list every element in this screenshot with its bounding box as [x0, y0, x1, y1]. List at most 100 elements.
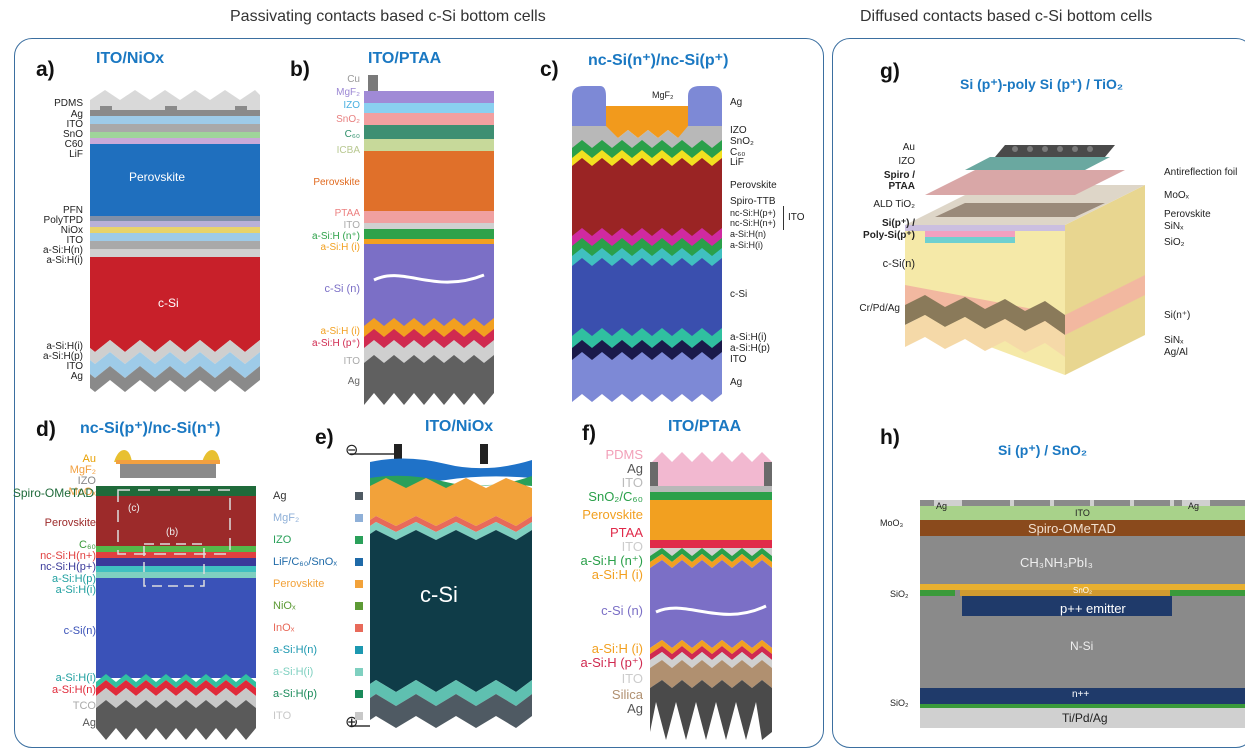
layer-label: C₆₀	[79, 539, 96, 551]
layer-label: PFN	[63, 205, 83, 216]
minus-terminal-icon: ⊖	[345, 442, 359, 459]
layer-label: Antireflection foil	[1164, 167, 1238, 178]
panel-c-letter: c)	[540, 58, 559, 81]
layer-label: a-Si:H(p)	[42, 351, 83, 362]
layer-label: Cr/Pd/Ag	[859, 303, 900, 314]
panel-a-title: ITO/NiOx	[96, 50, 165, 67]
panel-d-stack	[96, 450, 256, 740]
layer-label: SiO₂	[890, 589, 909, 599]
legend-label: MgF₂	[273, 512, 300, 524]
panel-d-title: nc-Si(p⁺)/nc-Si(n⁺)	[80, 420, 221, 437]
layer-label: IZO	[730, 125, 747, 136]
layer-label: nc-Si:H(p+)	[730, 208, 776, 218]
legend-entry: MgF₂	[273, 512, 363, 524]
panel-b-letter: b)	[290, 58, 310, 81]
layer-label: Spiro-TTB	[730, 196, 776, 207]
layer-label: NiOx	[60, 225, 83, 236]
panel-d-inset-b: (b)	[166, 527, 179, 538]
legend-swatch	[355, 492, 363, 500]
layer-label: SnO₂	[336, 114, 360, 125]
layer-label: ITO	[621, 671, 643, 686]
layer-label: SnO₂	[1073, 586, 1093, 595]
legend-entry: a-Si:H(n)	[273, 644, 363, 656]
layer-label: LiF	[69, 149, 83, 160]
legend-label: Ag	[273, 490, 287, 502]
legend-swatch	[355, 646, 363, 654]
panel-c-bracket-line	[783, 206, 784, 230]
layer-label: a-Si:H (p⁺)	[311, 338, 360, 349]
legend-entry: NiOₓ	[273, 600, 363, 612]
layer-label: Si(n⁺)	[1164, 310, 1191, 321]
layer-label: a-Si:H (i)	[591, 567, 643, 582]
layer-label: c-Si(n)	[63, 625, 96, 637]
layer-label: a-Si:H (p⁺)	[580, 655, 643, 670]
layer-label: Perovskite	[1164, 209, 1211, 220]
layer-label: ITO	[343, 220, 360, 231]
panel-h-letter: h)	[880, 426, 900, 449]
layer-label: PTAA	[334, 208, 360, 219]
layer-label: a-Si:H (n⁺)	[580, 553, 643, 568]
layer-label: Silica	[611, 687, 643, 702]
layer-label: ITO	[621, 475, 643, 490]
layer-label: Au	[902, 142, 915, 153]
layer-label: a-Si:H(p)	[51, 573, 96, 585]
layer-label: C₆₀	[344, 129, 360, 140]
layer-label: Perovskite	[582, 507, 643, 522]
layer-label: PTAA	[888, 181, 915, 192]
legend-swatch	[355, 536, 363, 544]
layer-label: SnO₂	[730, 136, 754, 147]
layer-label: a-Si:H(n)	[730, 229, 767, 239]
layer-label: c-Si(n)	[882, 258, 915, 270]
panel-c-bracket-label: ITO	[788, 212, 805, 223]
legend-label: a-Si:H(n)	[273, 644, 318, 656]
panel-a-letter: a)	[36, 58, 55, 81]
layer-label: Si(p⁺) /	[881, 218, 915, 229]
legend-label: ITO	[273, 710, 292, 722]
legend-swatch	[355, 668, 363, 676]
layer-label: c-Si	[730, 289, 748, 300]
panel-g-device	[905, 145, 1145, 375]
layer-label: p++ emitter	[1060, 601, 1126, 616]
right-section-frame	[832, 38, 1245, 748]
layer-label: MoOₓ	[1164, 190, 1189, 201]
layer-label: PTAA	[610, 525, 643, 540]
legend-swatch	[355, 602, 363, 610]
panel-e-letter: e)	[315, 426, 334, 449]
left-section-frame	[14, 38, 824, 748]
legend-entry: a-Si:H(p)	[273, 688, 363, 700]
legend-swatch	[355, 580, 363, 588]
panel-f-letter: f)	[582, 422, 596, 445]
legend-label: a-Si:H(i)	[273, 666, 314, 678]
layer-label: Ag	[730, 97, 743, 108]
layer-label: Perovskite	[313, 177, 360, 188]
legend-swatch	[355, 690, 363, 698]
layer-label: MgF₂	[652, 90, 674, 100]
legend-entry: a-Si:H(i)	[273, 666, 363, 678]
panel-h-device	[920, 500, 1245, 728]
layer-label: nc-Si:H(n+)	[730, 218, 776, 228]
layer-label: MgF₂	[336, 87, 360, 98]
layer-label: ITO	[621, 539, 643, 554]
layer-label: PolyTPD	[43, 215, 83, 226]
layer-label: SnO	[62, 129, 83, 140]
panel-f-title: ITO/PTAA	[668, 418, 742, 435]
layer-label: ITO	[66, 361, 83, 372]
layer-label: a-Si:H(n)	[51, 684, 96, 696]
layer-label: C60	[64, 139, 83, 150]
layer-label: C₆₀	[730, 147, 746, 158]
legend-label: Perovskite	[273, 578, 325, 590]
layer-label: SiO₂	[1164, 237, 1185, 248]
panel-c-stack	[572, 86, 722, 402]
layer-label: nc-Si:H(n+)	[40, 550, 96, 562]
legend-entry: Ag	[273, 490, 363, 502]
legend-entry: ITO	[273, 710, 363, 722]
layer-label: a-Si:H (i)	[591, 641, 643, 656]
panel-g-letter: g)	[880, 60, 900, 83]
panel-e-legend: Ag MgF₂ IZO LiF/C₆₀/SnOₓ Perovskite NiOₓ InOₓ a…	[273, 490, 363, 740]
layer-label: nc-Si:H(p+)	[40, 561, 96, 573]
layer-label: SiO₂	[890, 698, 909, 708]
layer-label: a-Si:H(n)	[42, 245, 83, 256]
layer-label: IZO	[77, 475, 96, 487]
layer-label: Poly-Si(p⁺)	[863, 230, 915, 241]
panel-d-inset-c: (c)	[128, 503, 140, 514]
